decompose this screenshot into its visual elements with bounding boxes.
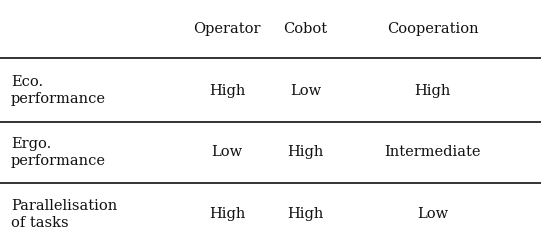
Text: Operator: Operator — [194, 22, 261, 36]
Text: High: High — [287, 207, 324, 221]
Text: Ergo.
performance: Ergo. performance — [11, 137, 106, 168]
Text: High: High — [209, 207, 246, 221]
Text: Low: Low — [417, 207, 448, 221]
Text: High: High — [209, 84, 246, 98]
Text: High: High — [287, 145, 324, 159]
Text: Cooperation: Cooperation — [387, 22, 479, 36]
Text: Intermediate: Intermediate — [385, 145, 481, 159]
Text: High: High — [414, 84, 451, 98]
Text: Cobot: Cobot — [283, 22, 328, 36]
Text: Eco.
performance: Eco. performance — [11, 75, 106, 106]
Text: Low: Low — [212, 145, 243, 159]
Text: Low: Low — [290, 84, 321, 98]
Text: Parallelisation
of tasks: Parallelisation of tasks — [11, 198, 117, 230]
